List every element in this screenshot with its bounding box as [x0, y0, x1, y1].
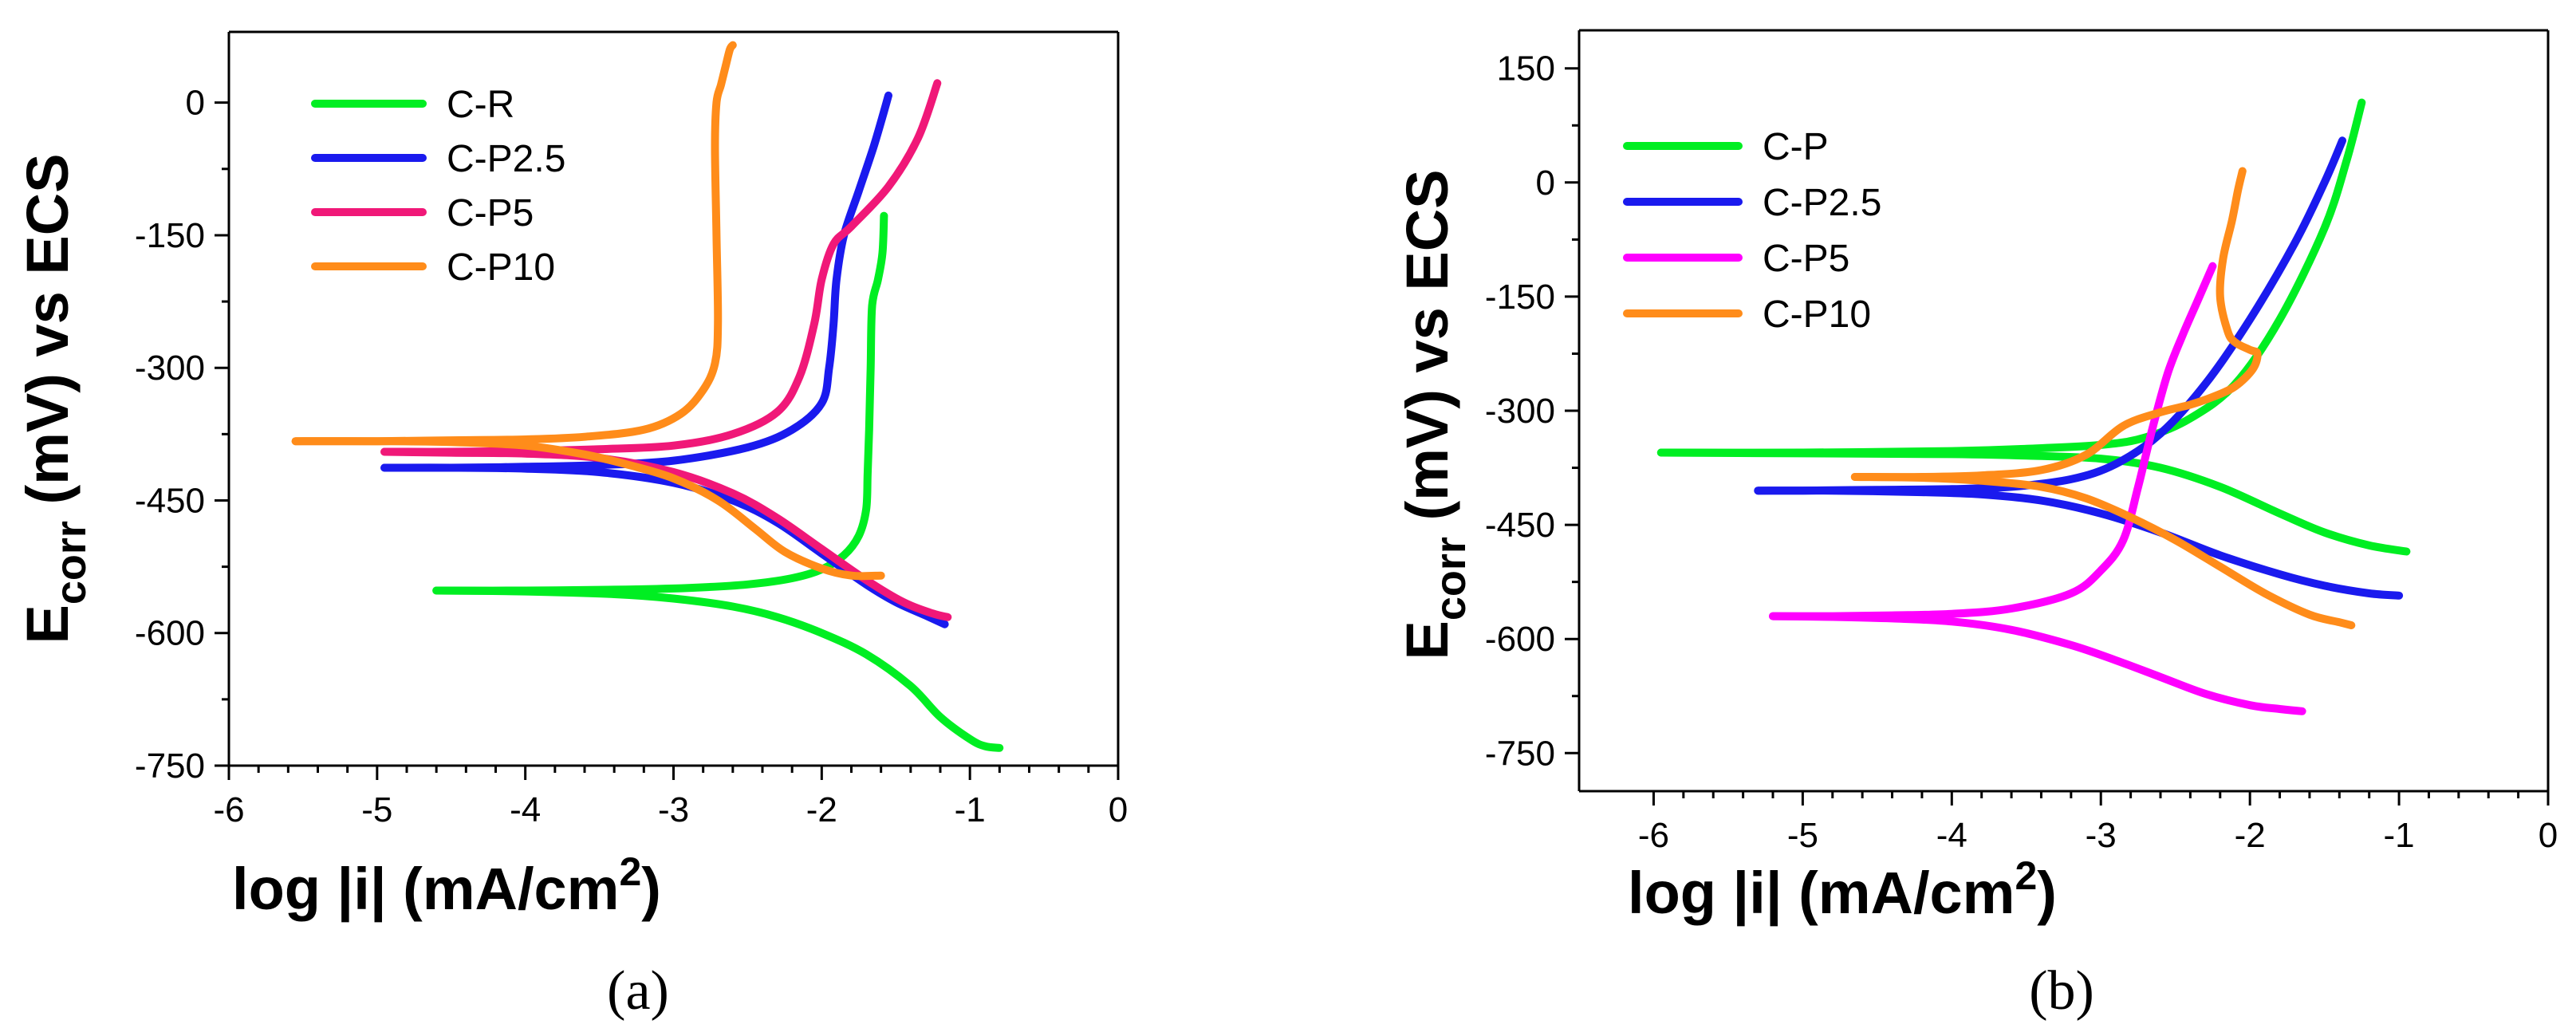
panel-a-x-tick-label: -6	[213, 790, 244, 829]
panel-b-x-tick-label: -3	[2086, 816, 2117, 855]
panel-a-series-c-p5-cathodic	[380, 447, 952, 621]
panel-b-y-tick-label: -300	[1485, 392, 1555, 431]
panel-a-y-axis-title: Ecorr (mV) vs ECS	[14, 154, 95, 644]
panel-a-y-tick-label: -600	[135, 614, 205, 653]
panel-a-legend-label-c-p5: C-P5	[447, 192, 534, 234]
panel-b-legend-label-c-p: C-P	[1763, 126, 1829, 168]
panel-a-legend-label-c-p10: C-P10	[447, 246, 555, 289]
panel-a-y-tick-label: -150	[135, 216, 205, 255]
panel-b-y-tick-label: 0	[1536, 163, 1555, 203]
panel-a-legend-label-c-p2-5: C-P2.5	[447, 138, 565, 180]
panel-b-series-c-p5-cathodic	[1769, 612, 2306, 715]
panel-b-y-tick-label: -150	[1485, 278, 1555, 317]
panel-b-legend-label-c-p2-5: C-P2.5	[1763, 182, 1881, 224]
panel-a-series-c-r-cathodic	[432, 586, 1004, 752]
panel-b-x-tick-label: -1	[2384, 816, 2415, 855]
panel-a-legend-label-c-r: C-R	[447, 84, 514, 126]
panel-b-y-tick-label: -450	[1485, 506, 1555, 545]
panel-b-y-tick-label: -750	[1485, 734, 1555, 773]
panel-b-x-tick-label: -4	[1936, 816, 1967, 855]
panel-b-x-tick-label: -5	[1787, 816, 1818, 855]
panel-a-x-tick-label: 0	[1109, 790, 1128, 829]
panel-b-legend-label-c-p5: C-P5	[1763, 238, 1849, 280]
panel-b-legend-label-c-p10: C-P10	[1763, 293, 1871, 336]
panel-a-x-tick-label: -1	[955, 790, 986, 829]
panel-a-x-tick-label: -2	[806, 790, 837, 829]
panel-b-series-group	[1656, 98, 2411, 715]
panel-b-axes: -6 -5 -4 -3 -2 -1 0 -750 -600 -450 -300 -150 0 150	[1485, 29, 2558, 855]
panel-a-label: (a)	[607, 960, 669, 1022]
chart-panel-b: -6 -5 -4 -3 -2 -1 0 -750 -600 -450 -300 -150 0 150 C-…	[1394, 29, 2558, 1022]
panel-b-y-tick-label: -600	[1485, 620, 1555, 659]
panel-a-legend: C-R C-P2.5 C-P5 C-P10	[311, 84, 565, 289]
panel-a-y-tick-label: -450	[135, 481, 205, 520]
panel-a-y-tick-label: 0	[186, 84, 205, 123]
panel-b-y-axis-title: Ecorr (mV) vs ECS	[1394, 170, 1475, 660]
panel-a-y-tick-label: -750	[135, 746, 205, 786]
panel-b-series-c-p2-5-cathodic	[1754, 486, 2404, 600]
panel-a-series-group	[291, 41, 1004, 752]
panel-a-x-tick-label: -5	[361, 790, 392, 829]
panel-b-label: (b)	[2029, 960, 2094, 1022]
panel-b-series-c-p10-cathodic	[1850, 473, 2356, 629]
panel-a-x-tick-label: -4	[510, 790, 541, 829]
panel-a-x-tick-label: -3	[658, 790, 689, 829]
panel-b-y-tick-label: 150	[1497, 49, 1555, 89]
panel-b-x-tick-label: -2	[2235, 816, 2266, 855]
panel-a-y-tick-label: -300	[135, 349, 205, 388]
panel-b-x-tick-label: -6	[1638, 816, 1669, 855]
panel-a-series-c-r	[432, 211, 888, 595]
panel-b-legend: C-P C-P2.5 C-P5 C-P10	[1623, 126, 1881, 336]
panel-b-x-axis-title: log |i| (mA/cm2)	[1628, 853, 2057, 927]
panel-a-series-c-p10-cathodic	[291, 437, 885, 581]
panel-b-x-tick-label: 0	[2539, 816, 2558, 855]
panel-a-x-axis-title: log |i| (mA/cm2)	[232, 849, 661, 923]
panel-b-series-c-p10	[1850, 167, 2262, 482]
panel-a-axes: -6 -5 -4 -3 -2 -1 0 -750 -600 -450 -300 -150 0	[135, 30, 1128, 829]
